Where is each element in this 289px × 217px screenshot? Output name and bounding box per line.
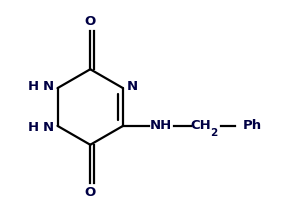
Text: CH: CH [190,119,211,132]
Text: 2: 2 [210,128,218,138]
Text: N: N [127,80,138,93]
Text: N: N [42,80,53,93]
Text: O: O [85,186,96,199]
Text: NH: NH [150,119,172,132]
Text: H: H [27,121,39,134]
Text: Ph: Ph [243,119,262,132]
Text: H: H [27,80,39,93]
Text: N: N [42,121,53,134]
Text: O: O [85,15,96,28]
